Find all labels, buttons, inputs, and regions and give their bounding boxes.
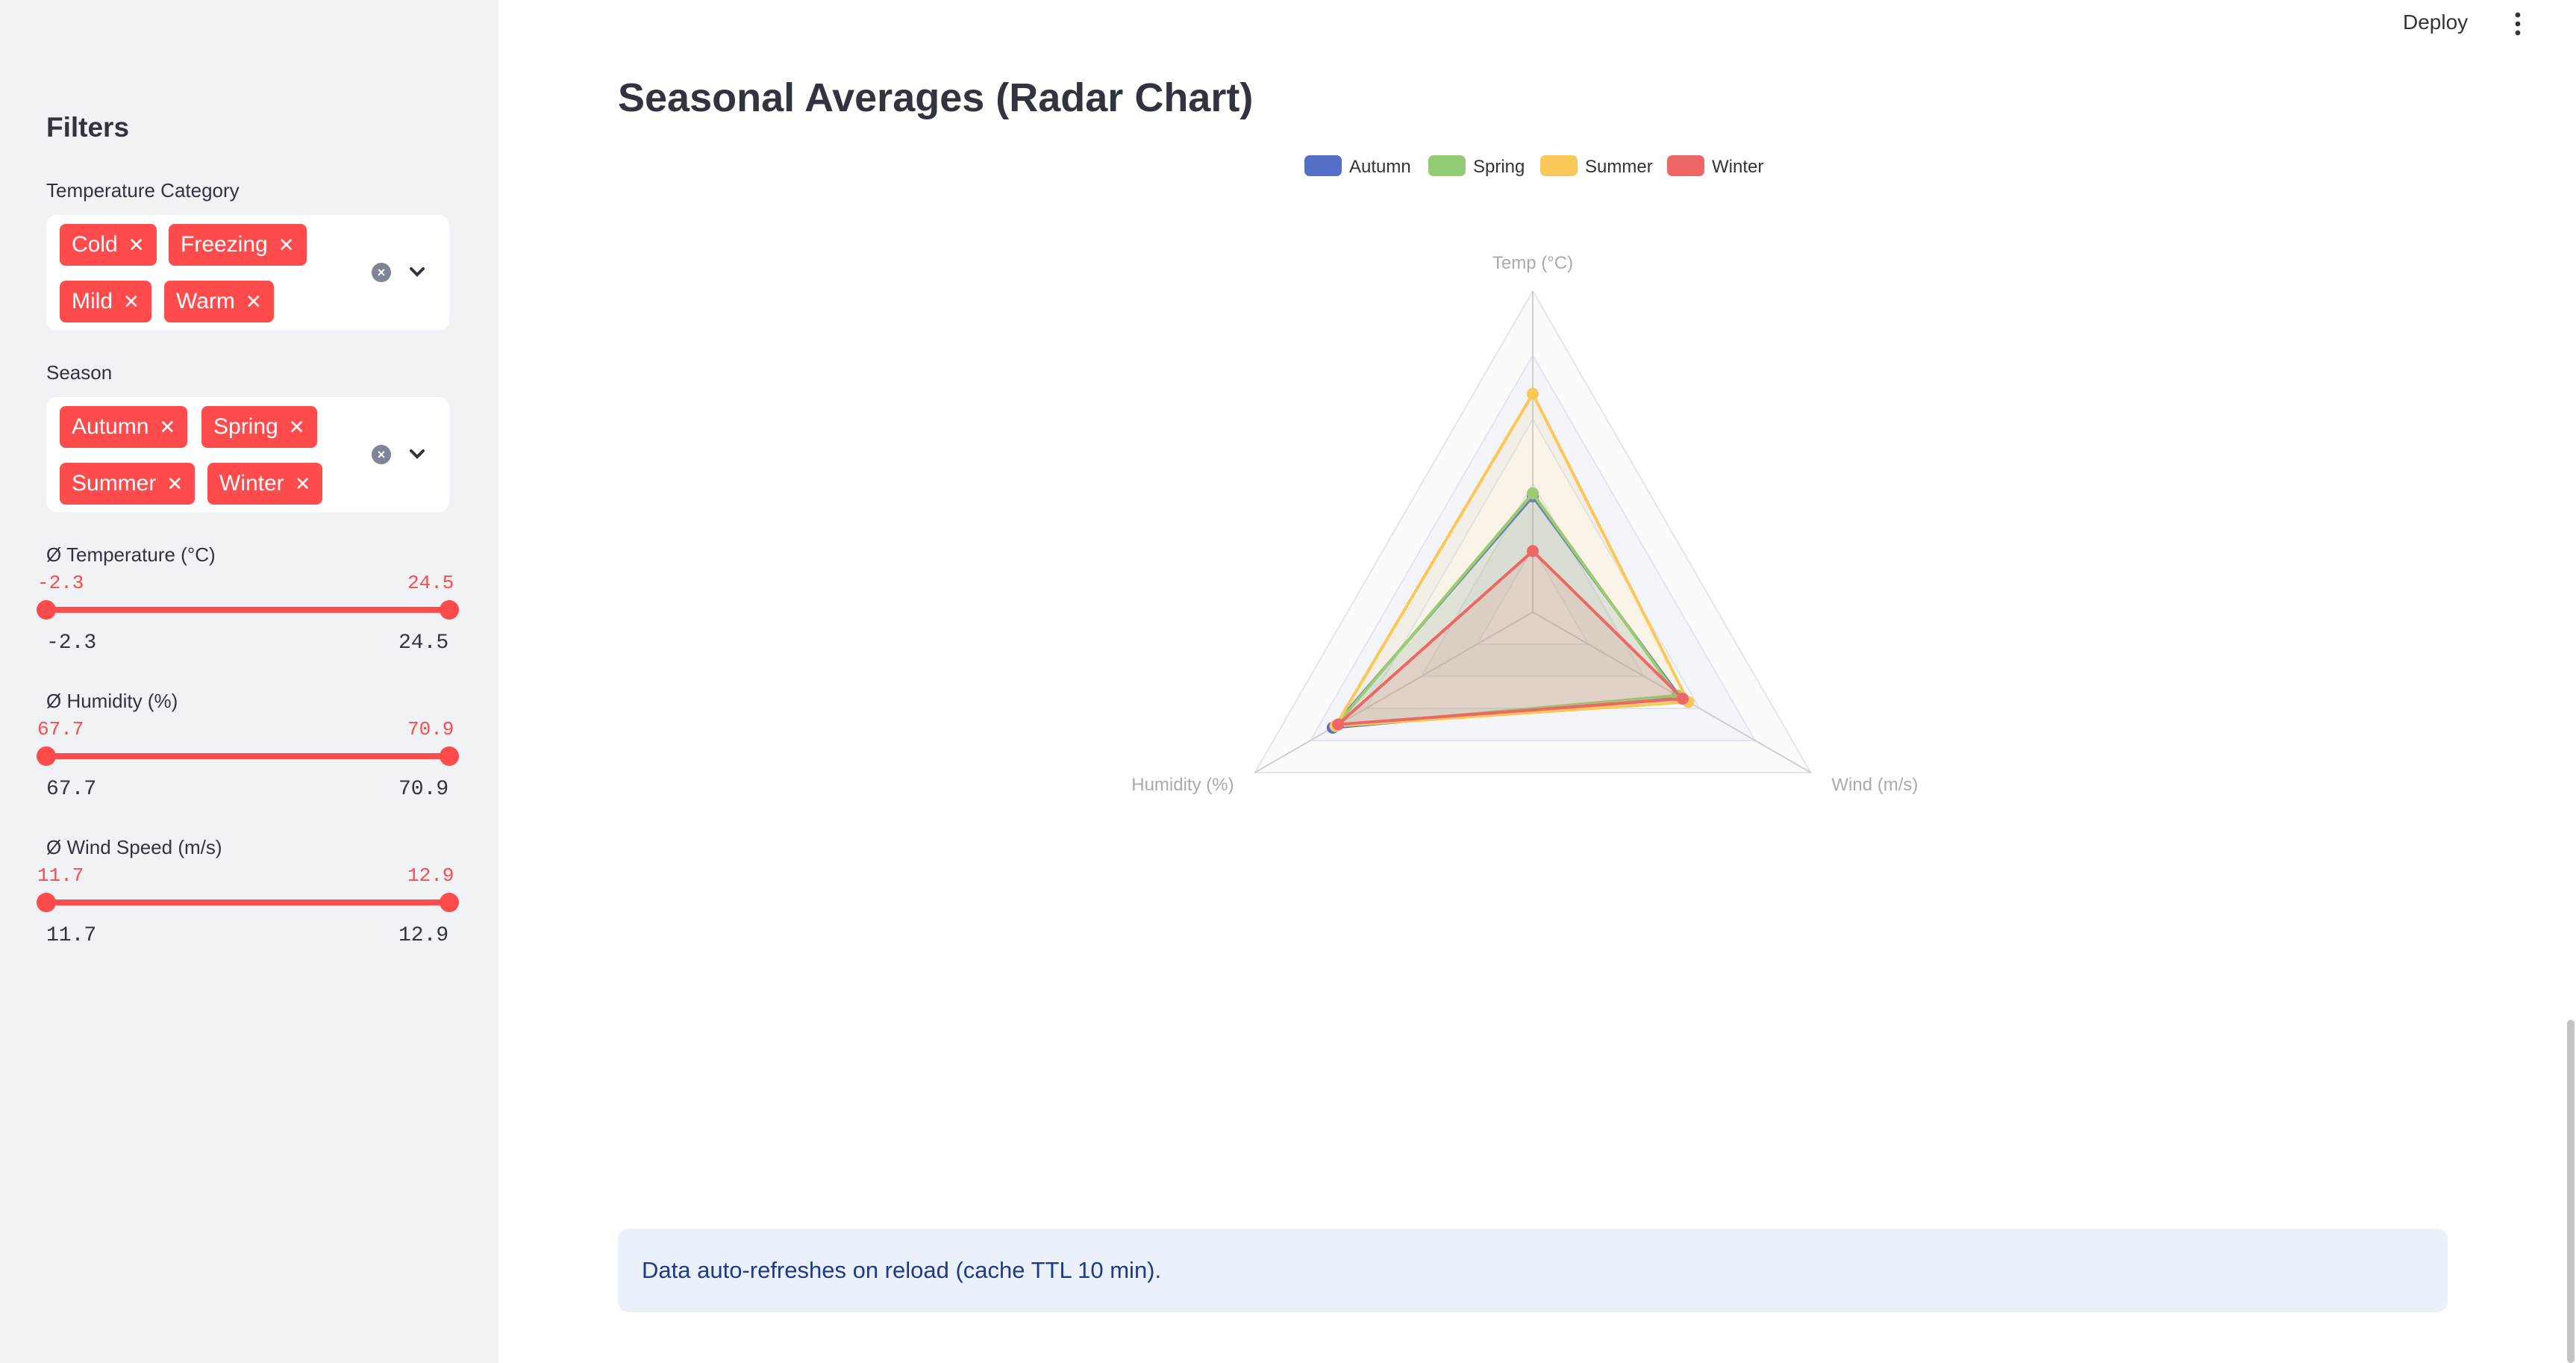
legend-swatch-summer[interactable]: [1540, 155, 1578, 176]
more-menu-icon[interactable]: [2509, 10, 2527, 37]
remove-icon[interactable]: ✕: [245, 290, 262, 313]
radar-axis-line: [1254, 611, 1534, 773]
humidity-slider-label: Ø Humidity (%): [46, 690, 178, 712]
page-title: Seasonal Averages (Radar Chart): [618, 75, 1254, 120]
wind-min-label: 11.7: [46, 924, 97, 947]
tag-label: Autumn: [72, 414, 149, 439]
radar-axis-label: Wind (m/s): [1831, 775, 1918, 795]
tag-label: Cold: [72, 232, 118, 257]
wind-max-label: 12.9: [398, 924, 449, 947]
radar-point-summer[interactable]: [1527, 387, 1539, 400]
remove-icon[interactable]: ✕: [123, 290, 140, 313]
legend-swatch-winter[interactable]: [1667, 155, 1704, 176]
remove-icon[interactable]: ✕: [128, 234, 145, 256]
wind-high-value: 12.9: [407, 864, 454, 887]
tag-label: Summer: [72, 471, 157, 496]
remove-icon[interactable]: ✕: [294, 472, 311, 495]
humidity-high-thumb[interactable]: [440, 746, 459, 766]
chevron-down-icon[interactable]: [404, 260, 430, 285]
wind-low-thumb[interactable]: [37, 893, 56, 912]
radar-point-winter[interactable]: [1332, 718, 1345, 731]
temperature-high-value: 24.5: [407, 572, 454, 594]
info-alert: Data auto-refreshes on reload (cache TTL…: [618, 1229, 2448, 1312]
legend-label-autumn[interactable]: Autumn: [1349, 157, 1411, 177]
legend-label-spring[interactable]: Spring: [1473, 157, 1525, 177]
radar-axis-label: Temp (°C): [1492, 253, 1573, 273]
humidity-slider-track[interactable]: [46, 753, 449, 759]
radar-chart: Autumn Spring Summer Winter Temp (°C) Wind (…: [1131, 155, 1918, 795]
tag-mild[interactable]: Mild ✕: [60, 281, 151, 322]
temperature-high-thumb[interactable]: [440, 600, 459, 620]
sidebar-title: Filters: [46, 112, 130, 143]
tag-label: Winter: [219, 471, 284, 496]
clear-all-icon[interactable]: ×: [372, 445, 391, 464]
tag-label: Mild: [72, 289, 113, 314]
temperature-slider-label: Ø Temperature (°C): [46, 543, 216, 566]
tag-label: Spring: [213, 414, 278, 439]
tag-autumn[interactable]: Autumn ✕: [60, 406, 188, 448]
tag-warm[interactable]: Warm ✕: [164, 281, 274, 322]
humidity-min-label: 67.7: [46, 778, 97, 801]
tag-label: Warm: [176, 289, 235, 314]
legend-label-summer[interactable]: Summer: [1585, 157, 1653, 177]
chevron-down-icon[interactable]: [404, 442, 430, 467]
radar-axis-label: Humidity (%): [1131, 775, 1234, 795]
legend-swatch-autumn[interactable]: [1304, 155, 1342, 176]
tag-label: Freezing: [181, 232, 268, 257]
radar-axis-line: [1532, 611, 1811, 773]
temperature-max-label: 24.5: [398, 631, 449, 655]
humidity-low-value: 67.7: [37, 718, 84, 740]
radar-point-spring[interactable]: [1527, 487, 1539, 499]
radar-series-winter: [1334, 549, 1686, 726]
legend-label-winter[interactable]: Winter: [1712, 157, 1763, 177]
temp-category-multiselect[interactable]: Cold ✕ Freezing ✕ Mild ✕ Warm ✕ ×: [46, 215, 449, 330]
tag-freezing[interactable]: Freezing ✕: [169, 224, 307, 266]
chart-legend: Autumn Spring Summer Winter: [1304, 155, 1763, 177]
radar-point-winter[interactable]: [1677, 693, 1689, 705]
season-label: Season: [46, 361, 113, 384]
temperature-min-label: -2.3: [46, 631, 97, 655]
clear-all-icon[interactable]: ×: [372, 263, 391, 282]
temperature-low-value: -2.3: [37, 572, 84, 594]
scrollbar[interactable]: [2567, 1020, 2575, 1363]
wind-slider-label: Ø Wind Speed (m/s): [46, 836, 222, 858]
legend-swatch-spring[interactable]: [1428, 155, 1466, 176]
radar-series-summer: [1332, 390, 1691, 728]
deploy-button[interactable]: Deploy: [2403, 10, 2469, 34]
remove-icon[interactable]: ✕: [288, 416, 305, 438]
remove-icon[interactable]: ✕: [278, 234, 295, 256]
radar-point-winter[interactable]: [1527, 545, 1539, 558]
wind-low-value: 11.7: [37, 864, 84, 887]
radar-axis-labels: Temp (°C) Wind (m/s) Humidity (%): [1131, 253, 1918, 795]
wind-slider-track[interactable]: [46, 899, 449, 905]
humidity-high-value: 70.9: [407, 718, 454, 740]
sidebar: Filters Temperature Category Cold ✕ Freez…: [0, 0, 498, 1363]
temperature-low-thumb[interactable]: [37, 600, 56, 620]
tag-spring[interactable]: Spring ✕: [201, 406, 317, 448]
radar-series: [1326, 387, 1695, 734]
tag-cold[interactable]: Cold ✕: [60, 224, 157, 266]
humidity-low-thumb[interactable]: [37, 746, 56, 766]
temp-category-label: Temperature Category: [46, 179, 240, 202]
tag-winter[interactable]: Winter ✕: [207, 463, 323, 505]
remove-icon[interactable]: ✕: [166, 472, 184, 495]
remove-icon[interactable]: ✕: [159, 416, 176, 438]
wind-high-thumb[interactable]: [440, 893, 459, 912]
info-text: Data auto-refreshes on reload (cache TTL…: [642, 1257, 1162, 1283]
temperature-slider-track[interactable]: [46, 607, 449, 613]
tag-summer[interactable]: Summer ✕: [60, 463, 196, 505]
humidity-max-label: 70.9: [398, 778, 449, 801]
season-multiselect[interactable]: Autumn ✕ Spring ✕ Summer ✕ Winter ✕ ×: [46, 397, 449, 512]
